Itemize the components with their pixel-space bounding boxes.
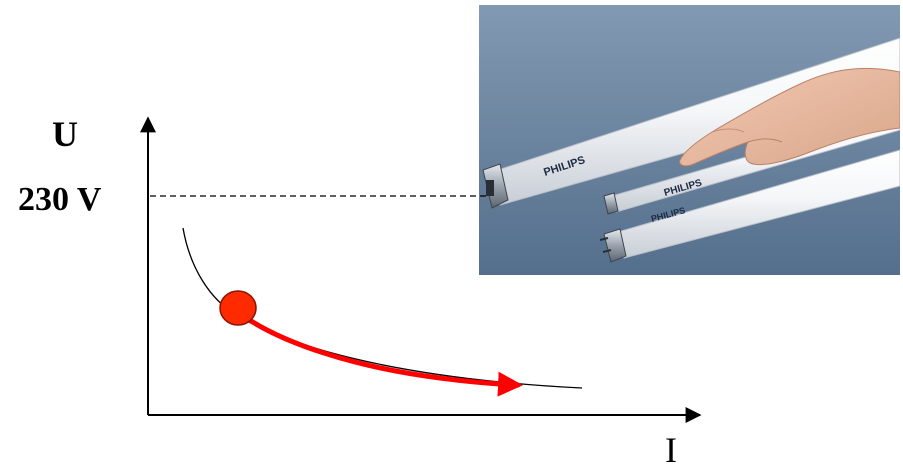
hand (679, 67, 900, 167)
fluorescent-tubes-photo: PHILIPS PHILIPS PHILIPS (479, 5, 900, 275)
operating-point-marker (219, 290, 257, 326)
characteristic-curve (182, 227, 583, 389)
voltage-label: 230 V (18, 181, 102, 218)
x-axis-label: I (665, 430, 677, 467)
tube-large: PHILIPS (482, 37, 900, 209)
operating-point-arrow (235, 309, 523, 397)
y-axis-label: U (52, 114, 78, 154)
axes (140, 116, 702, 423)
